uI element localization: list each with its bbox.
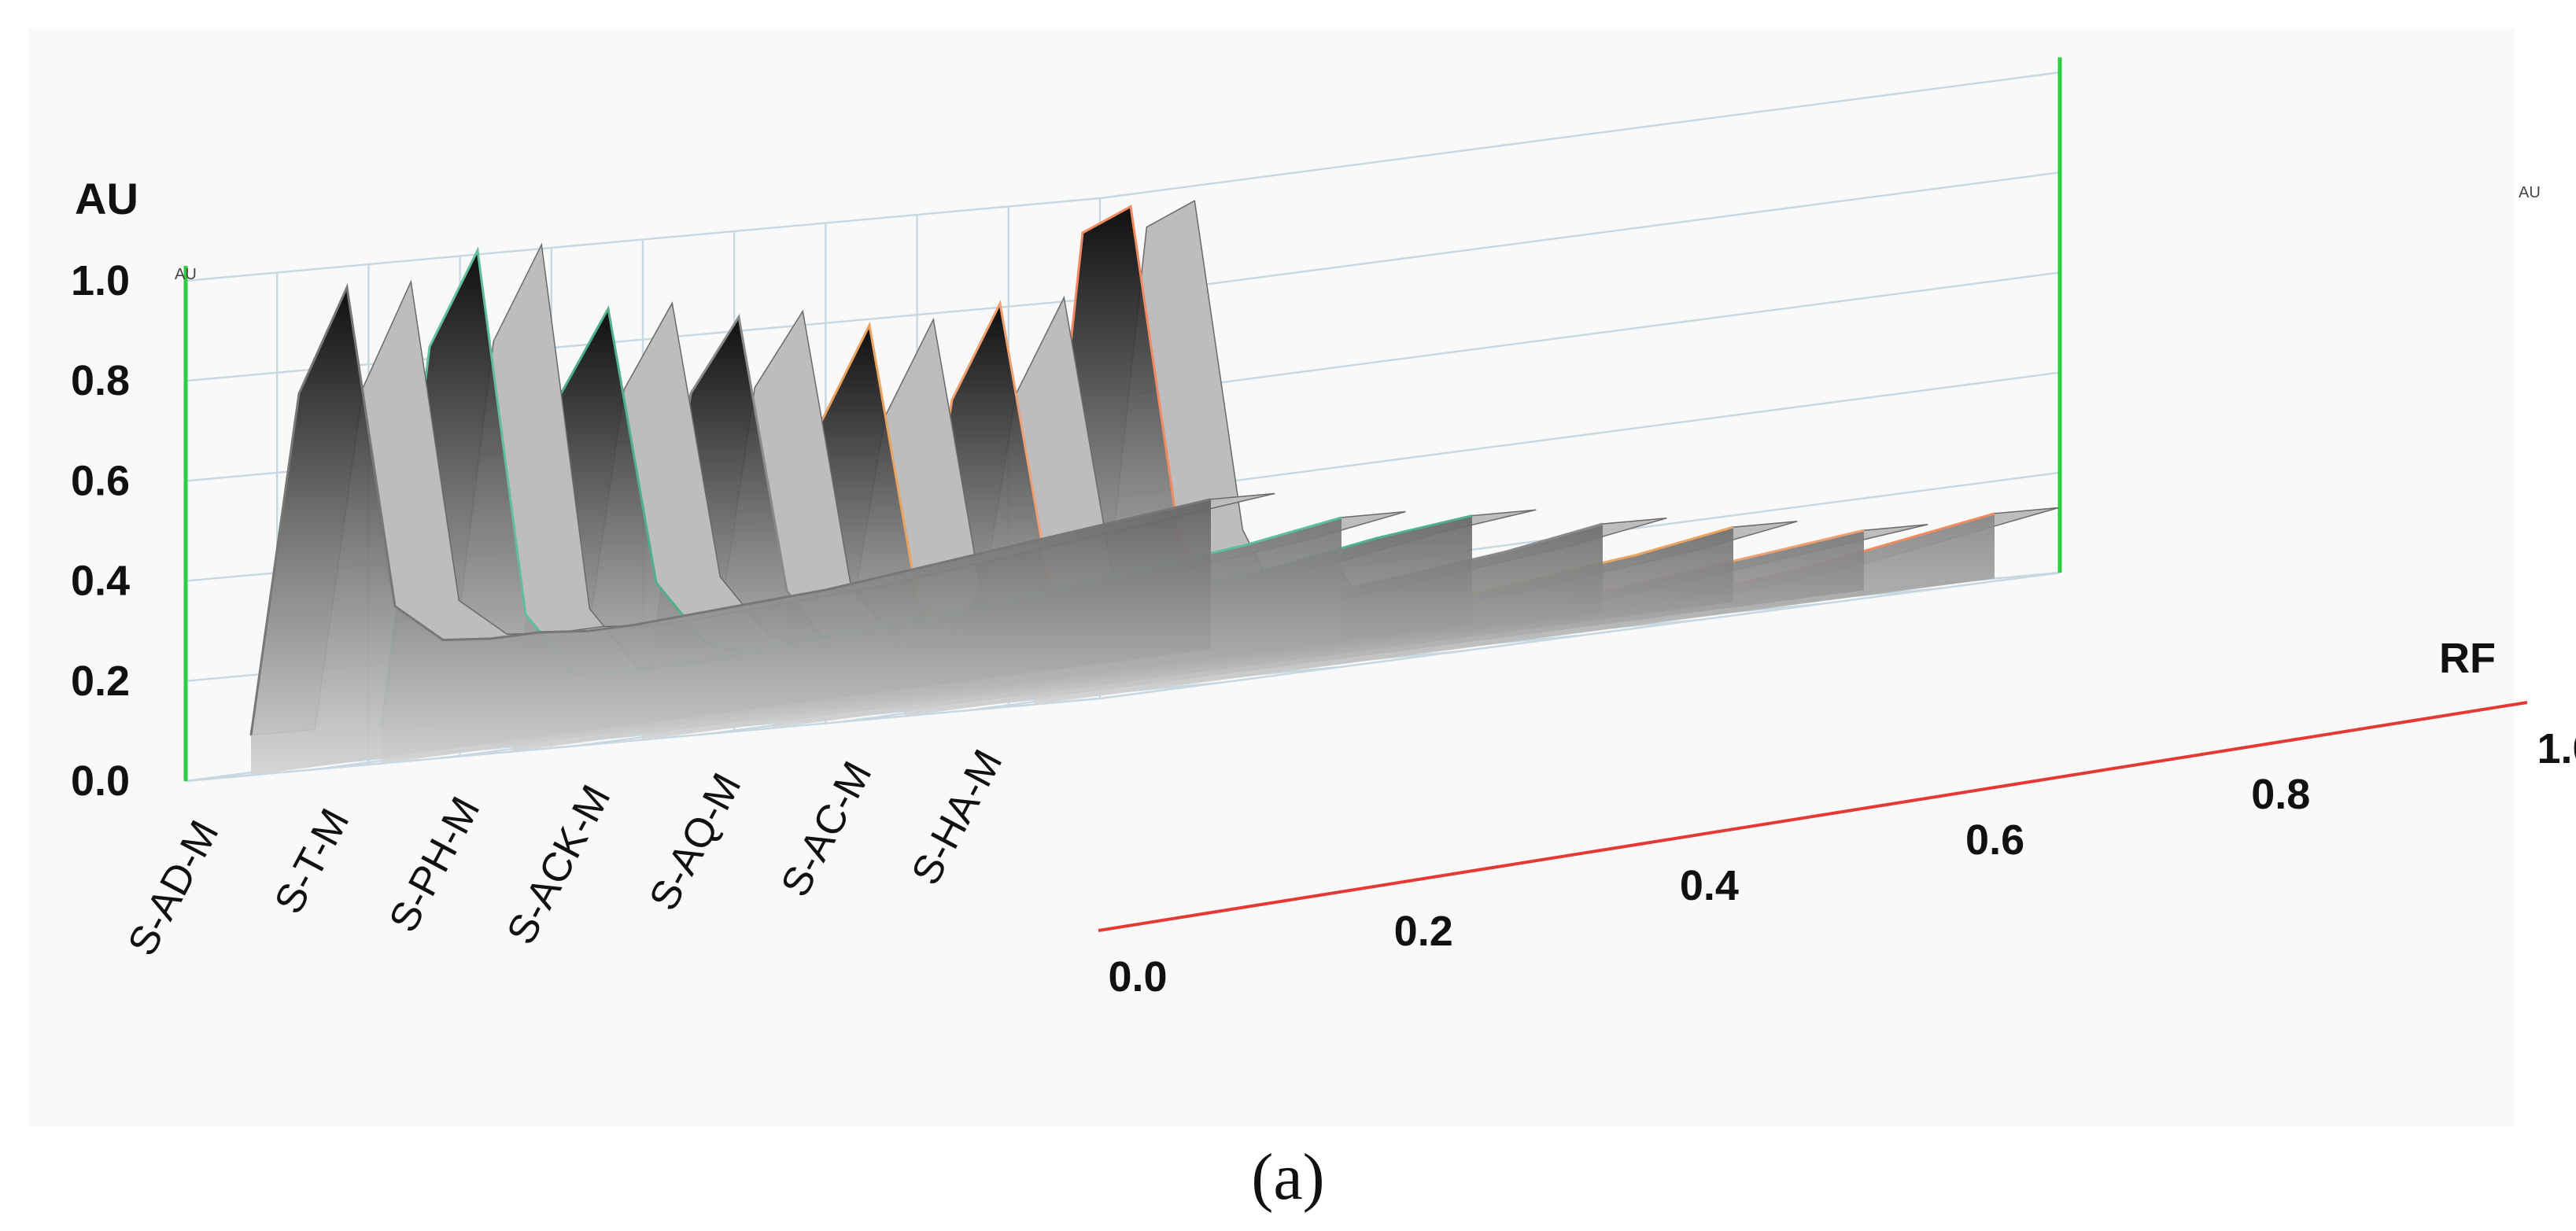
- side-grid-line: [1099, 571, 2061, 700]
- series-ribbon: [249, 279, 1275, 776]
- series-category-label: S-T-M: [266, 802, 359, 921]
- figure-caption: (a): [1251, 1141, 1325, 1214]
- series-category-label: S-AQ-M: [640, 766, 750, 918]
- side-grid-line: [1099, 271, 2061, 400]
- axes-layer: [183, 57, 2528, 932]
- y-tick-label: 0.0: [71, 757, 130, 805]
- x-tick-label: 1.0: [2537, 725, 2576, 772]
- series-layer: [249, 200, 2059, 776]
- series-edge-line: [249, 283, 1212, 735]
- series-category-label: S-ACK-M: [498, 778, 619, 952]
- x-axis-title: RF: [2439, 635, 2496, 682]
- x-tick-label: 0.8: [2251, 771, 2310, 818]
- x-axis-line: [1098, 701, 2528, 932]
- y-tick-label: 0.2: [71, 658, 130, 705]
- y-tick-label: 0.6: [71, 457, 130, 504]
- x-tick-label: 0.2: [1394, 908, 1453, 955]
- x-tick-label: 0.4: [1680, 862, 1739, 909]
- small-axis-label: AU: [175, 266, 197, 283]
- y-tick-label: 0.4: [71, 558, 130, 605]
- series-category-label: S-AD-M: [120, 813, 228, 963]
- y-tick-label: 0.8: [71, 357, 130, 404]
- x-tick-label: 0.0: [1108, 953, 1167, 1001]
- small-axis-label: AU: [2519, 184, 2541, 201]
- y-axis-title: AU: [75, 174, 138, 223]
- side-grid-line: [1099, 371, 2061, 499]
- side-grid-line: [1099, 71, 2061, 200]
- series-category-label: S-PH-M: [381, 790, 489, 939]
- side-grid-line: [1099, 171, 2061, 300]
- series-category-label: S-HA-M: [903, 743, 1012, 892]
- y-tick-label: 1.0: [71, 257, 130, 304]
- series-category-label: S-AC-M: [773, 754, 881, 904]
- series-front-face: [251, 287, 1211, 776]
- x-tick-label: 0.6: [1965, 816, 2024, 864]
